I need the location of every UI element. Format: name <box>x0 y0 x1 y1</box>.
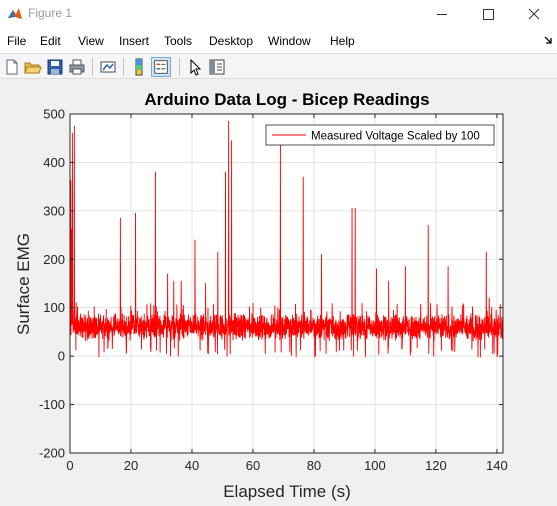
link-plot-icon[interactable] <box>98 57 118 77</box>
axis-ticks <box>69 113 503 454</box>
tick-labels: 0 20 40 60 80 100 120 140 -200 -100 0 100 200 300 400 5… <box>39 107 508 474</box>
x-tick-label: 40 <box>185 458 199 473</box>
x-tick-label: 80 <box>307 458 321 473</box>
menu-help[interactable]: Help <box>330 34 355 48</box>
save-icon[interactable] <box>45 57 65 77</box>
legend-icon[interactable] <box>151 57 171 77</box>
toolbar-separator <box>179 58 180 76</box>
y-axis-label: Surface EMG <box>14 233 33 335</box>
colorbar-icon[interactable] <box>129 57 149 77</box>
maximize-icon[interactable] <box>465 0 511 29</box>
print-icon[interactable] <box>67 57 87 77</box>
x-tick-label: 60 <box>246 458 260 473</box>
series-group <box>70 120 503 358</box>
chart-title: Arduino Data Log - Bicep Readings <box>144 90 429 109</box>
axes-box <box>69 113 504 454</box>
y-tick-label: -200 <box>39 446 65 461</box>
x-tick-label: 20 <box>124 458 138 473</box>
toolbar-separator <box>123 58 124 76</box>
legend-box <box>265 124 495 146</box>
new-figure-icon[interactable] <box>2 57 22 77</box>
minimize-icon[interactable] <box>419 0 465 29</box>
menu-bar: File Edit View Insert Tools Desktop Wind… <box>0 29 557 53</box>
x-tick-label: 140 <box>486 458 508 473</box>
emg-line-chart[interactable]: 0 20 40 60 80 100 120 140 -200 -100 0 100 200 300 400 5… <box>0 79 557 501</box>
y-tick-label: 300 <box>43 203 65 218</box>
axes-background <box>70 114 503 453</box>
x-tick-label: 0 <box>66 458 73 473</box>
legend-entry-measured-voltage: Measured Voltage Scaled by 100 <box>311 131 480 143</box>
y-tick-label: 100 <box>43 300 65 315</box>
close-icon[interactable] <box>511 0 557 29</box>
figure-toolbar <box>0 53 557 79</box>
window-title: Figure 1 <box>28 6 73 20</box>
menu-window[interactable]: Window <box>268 34 311 48</box>
menu-view[interactable]: View <box>78 34 104 48</box>
y-tick-label: -100 <box>39 397 65 412</box>
y-tick-label: 500 <box>43 107 65 122</box>
edit-plot-icon[interactable] <box>185 57 205 77</box>
y-tick-label: 0 <box>58 349 65 364</box>
x-tick-label: 100 <box>364 458 386 473</box>
dock-figure-icon[interactable] <box>543 35 553 45</box>
matlab-icon <box>8 8 22 19</box>
title-bar: Figure 1 <box>0 0 557 29</box>
series-line-measured-voltage <box>70 120 503 358</box>
x-tick-label: 120 <box>425 458 447 473</box>
menu-desktop[interactable]: Desktop <box>209 34 254 48</box>
menu-edit[interactable]: Edit <box>40 34 61 48</box>
x-axis-label: Elapsed Time (s) <box>223 482 351 501</box>
y-tick-label: 400 <box>43 155 65 170</box>
open-file-icon[interactable] <box>23 57 43 77</box>
menu-insert[interactable]: Insert <box>119 34 150 48</box>
figure-canvas: 0 20 40 60 80 100 120 140 -200 -100 0 100 200 300 400 5… <box>0 79 557 501</box>
menu-tools[interactable]: Tools <box>164 34 193 48</box>
property-inspector-icon[interactable] <box>207 57 227 77</box>
menu-file[interactable]: File <box>7 34 27 48</box>
toolbar-separator <box>92 58 93 76</box>
legend[interactable]: Measured Voltage Scaled by 100 <box>265 124 495 146</box>
y-tick-label: 200 <box>43 252 65 267</box>
